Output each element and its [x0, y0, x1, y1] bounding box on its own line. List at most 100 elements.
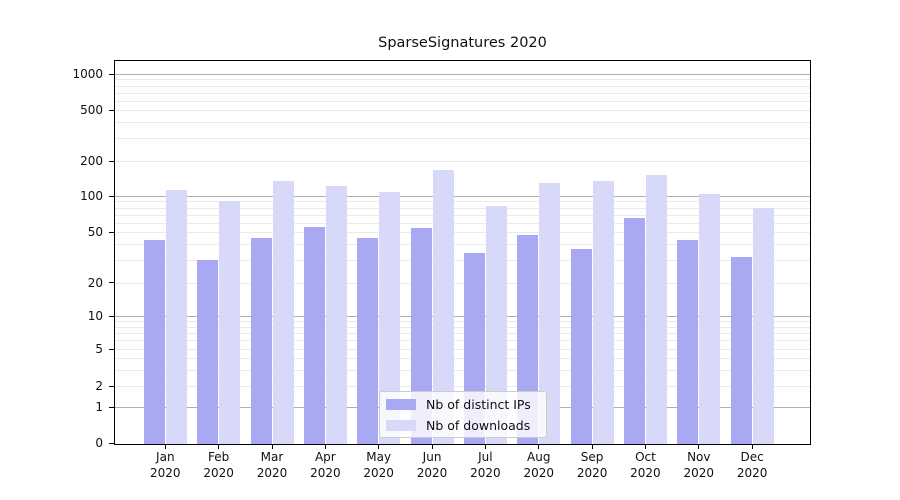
minor-gridline [115, 100, 810, 102]
bar-distinct-ips [303, 227, 325, 444]
x-tick-mark [324, 445, 326, 449]
y-tick-mark [109, 348, 114, 350]
minor-gridline [115, 85, 810, 87]
bar-downloads [699, 193, 721, 444]
minor-gridline [115, 386, 810, 387]
bar-distinct-ips [570, 248, 592, 444]
legend-swatch-distinct-ips [386, 398, 416, 410]
minor-gridline [115, 138, 810, 140]
bar-downloads [272, 180, 294, 444]
y-tick-mark [109, 315, 114, 317]
minor-gridline [115, 326, 810, 328]
minor-gridline [115, 244, 810, 246]
bar-downloads [165, 189, 187, 444]
plot-area [114, 60, 811, 445]
legend-swatch-downloads [386, 419, 416, 431]
minor-gridline [115, 110, 810, 111]
minor-gridline [115, 282, 810, 284]
y-tick-label: 50 [87, 225, 103, 239]
minor-gridline [115, 340, 810, 342]
y-tick-mark [109, 282, 114, 283]
x-tick-mark [378, 445, 380, 449]
bar-distinct-ips [730, 256, 752, 444]
minor-gridline [115, 369, 810, 371]
x-tick-label: May 2020 [363, 450, 394, 480]
y-tick-mark [109, 195, 114, 197]
x-tick-label: Feb 2020 [203, 450, 234, 480]
x-tick-mark [484, 445, 486, 449]
chart-title: SparseSignatures 2020 [378, 35, 547, 51]
x-tick-label: Oct 2020 [630, 450, 661, 480]
y-tick-mark [109, 442, 114, 444]
x-tick-label: Apr 2020 [310, 450, 341, 480]
bar-distinct-ips [143, 240, 165, 444]
x-tick-mark [431, 445, 433, 449]
minor-gridline [115, 232, 810, 233]
y-tick-label: 5 [95, 342, 103, 356]
legend-label-downloads: Nb of downloads [426, 417, 531, 433]
minor-gridline [115, 332, 810, 334]
bar-downloads [325, 185, 347, 444]
x-tick-mark [591, 445, 593, 449]
bar-distinct-ips [623, 217, 645, 444]
x-tick-mark [218, 445, 220, 449]
x-tick-label: Dec 2020 [736, 450, 768, 480]
bar-downloads [539, 182, 561, 444]
minor-gridline [115, 207, 810, 209]
y-tick-label: 0 [95, 436, 103, 450]
x-tick-mark [538, 445, 540, 449]
legend-item-downloads: Nb of downloads [386, 416, 546, 434]
y-tick-mark [109, 231, 114, 233]
minor-gridline [115, 79, 810, 81]
bar-distinct-ips [677, 240, 699, 444]
x-tick-mark [644, 445, 646, 449]
major-gridline [115, 74, 810, 75]
y-tick-label: 200 [80, 154, 103, 168]
x-tick-label: Sep 2020 [576, 450, 608, 480]
bar-downloads [752, 208, 774, 444]
x-tick-label: Jul 2020 [470, 450, 501, 480]
y-tick-label: 2 [95, 379, 103, 393]
x-tick-label: Jan 2020 [150, 450, 181, 480]
minor-gridline [115, 222, 810, 224]
y-tick-label: 1 [95, 400, 103, 414]
minor-gridline [115, 122, 810, 124]
x-tick-label: Jun 2020 [416, 450, 448, 480]
major-gridline [115, 316, 810, 317]
major-gridline [115, 196, 810, 197]
bar-distinct-ips [197, 260, 219, 444]
y-tick-mark [109, 160, 114, 162]
bar-distinct-ips [250, 237, 272, 444]
minor-gridline [115, 321, 810, 323]
x-tick-mark [751, 445, 753, 449]
y-tick-mark [109, 406, 114, 408]
minor-gridline [115, 201, 810, 203]
y-tick-mark [109, 385, 114, 387]
minor-gridline [115, 214, 810, 216]
minor-gridline [115, 92, 810, 94]
bar-distinct-ips [357, 237, 379, 444]
y-tick-label: 10 [87, 309, 103, 323]
bar-downloads [219, 201, 241, 444]
minor-gridline [115, 349, 810, 350]
minor-gridline [115, 161, 810, 162]
y-tick-mark [109, 109, 114, 111]
x-tick-label: Mar 2020 [256, 450, 288, 480]
x-tick-mark [164, 445, 166, 449]
bar-downloads [485, 205, 507, 444]
y-tick-label: 500 [80, 103, 103, 117]
x-tick-mark [271, 445, 273, 449]
x-tick-mark [698, 445, 700, 449]
bar-downloads [592, 181, 614, 444]
bar-distinct-ips [410, 228, 432, 444]
legend: Nb of distinct IPs Nb of downloads [379, 391, 547, 438]
minor-gridline [115, 358, 810, 359]
minor-gridline [115, 260, 810, 262]
bar-downloads [432, 170, 454, 444]
y-tick-label: 100 [80, 189, 103, 203]
legend-label-distinct-ips: Nb of distinct IPs [426, 396, 531, 412]
x-tick-label: Nov 2020 [683, 450, 715, 480]
legend-item-distinct-ips: Nb of distinct IPs [386, 395, 546, 413]
x-tick-label: Aug 2020 [523, 450, 555, 480]
